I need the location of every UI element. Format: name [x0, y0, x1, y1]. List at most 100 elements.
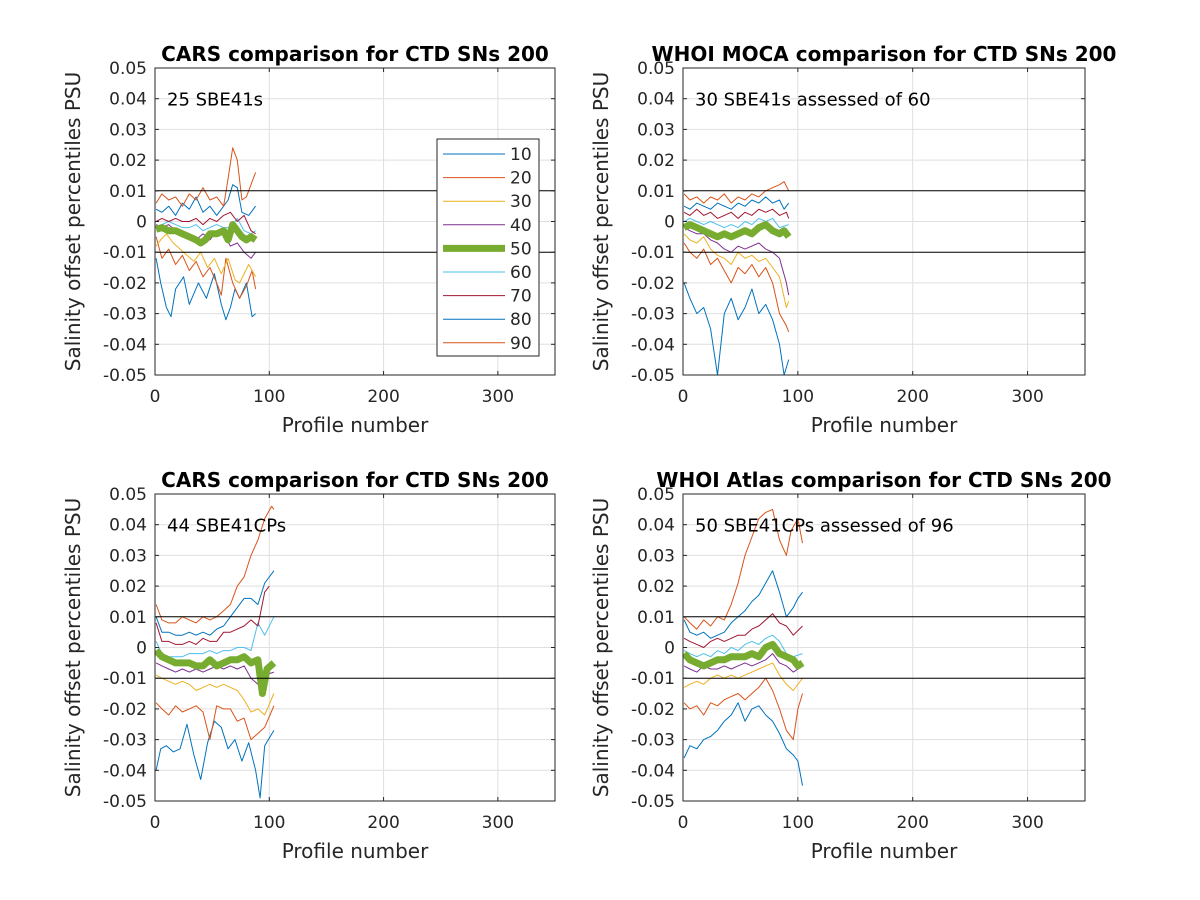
series-line-p50 [683, 640, 805, 670]
y-tick-label: -0.03 [631, 731, 675, 751]
chart-title: WHOI Atlas comparison for CTD SNs 200 [656, 468, 1111, 492]
y-tick-label: -0.02 [631, 700, 675, 720]
y-tick-label: -0.02 [631, 274, 675, 294]
x-tick-label: 100 [253, 813, 285, 833]
y-tick-label: -0.01 [103, 243, 147, 263]
series-line-p20 [155, 702, 275, 741]
y-tick-label: -0.04 [631, 761, 675, 781]
series-group [683, 508, 805, 786]
series-line-p80 [155, 570, 275, 636]
series-line-p80 [683, 196, 790, 210]
x-tick-label: 100 [782, 387, 814, 407]
y-tick-label: 0.05 [637, 59, 675, 79]
legend-label-60: 60 [510, 263, 532, 283]
y-tick-label: -0.01 [631, 243, 675, 263]
series-line-p60 [683, 634, 803, 658]
y-tick-label: -0.02 [103, 700, 147, 720]
series-line-p90 [683, 508, 803, 630]
series-group [155, 505, 277, 799]
y-tick-label: 0.04 [637, 516, 675, 536]
y-tick-label: 0.02 [637, 151, 675, 171]
x-tick-label: 0 [678, 813, 689, 833]
y-tick-label: 0.01 [637, 608, 675, 628]
series-group [155, 147, 258, 321]
chart-panel-4: 0 100 200 300 -0.05 -0.04 -0.03 -0.02 -0.01 0 0.01… [589, 468, 1112, 863]
series-line-p30 [683, 662, 803, 691]
y-tick-label: 0 [664, 213, 675, 233]
y-axis-label: Salinity offset percentiles PSU [61, 72, 85, 371]
series-line-p80 [155, 184, 256, 216]
series-line-p30 [155, 233, 257, 284]
y-tick-label: -0.04 [103, 761, 147, 781]
y-tick-label: 0 [136, 213, 147, 233]
chart-title: WHOI MOCA comparison for CTD SNs 200 [652, 42, 1117, 66]
x-axis-label: Profile number [282, 839, 429, 863]
y-tick-label: 0.03 [637, 120, 675, 140]
y-tick-label: 0.03 [109, 546, 147, 566]
x-tick-label: 200 [896, 387, 928, 407]
series-line-p10 [683, 702, 803, 786]
series-group [683, 181, 792, 375]
y-tick-label: 0.01 [109, 182, 147, 202]
y-tick-label: 0.01 [109, 608, 147, 628]
y-tick-label: -0.03 [631, 305, 675, 325]
annotation-text: 44 SBE41CPs [167, 516, 286, 537]
y-tick-label: -0.02 [103, 274, 147, 294]
y-tick-label: 0.05 [109, 59, 147, 79]
series-line-p70 [683, 208, 790, 219]
x-tick-label: 100 [782, 813, 814, 833]
y-tick-label: 0.02 [109, 151, 147, 171]
y-tick-label: 0.01 [637, 182, 675, 202]
y-tick-label: -0.05 [631, 792, 675, 812]
y-tick-label: -0.05 [103, 366, 147, 386]
y-tick-label: 0.05 [637, 485, 675, 505]
y-tick-label: -0.04 [103, 335, 147, 355]
annotation-text: 30 SBE41s assessed of 60 [695, 90, 931, 111]
chart-panel-2: 0 100 200 300 -0.05 -0.04 -0.03 -0.02 -0.01 0 0.01… [589, 42, 1116, 437]
series-line-p60 [155, 616, 275, 658]
x-tick-label: 200 [367, 387, 399, 407]
y-tick-label: -0.03 [103, 731, 147, 751]
y-axis-label: Salinity offset percentiles PSU [589, 498, 613, 797]
y-tick-label: 0.04 [109, 516, 147, 536]
y-tick-label: 0.05 [109, 485, 147, 505]
x-tick-label: 0 [150, 387, 161, 407]
legend-label-20: 20 [510, 169, 532, 189]
y-tick-label: 0.04 [109, 90, 147, 110]
legend-label-70: 70 [510, 287, 532, 307]
y-tick-label: 0.02 [637, 577, 675, 597]
annotation-text: 50 SBE41CPs assessed of 96 [695, 516, 954, 537]
chart-title: CARS comparison for CTD SNs 200 [161, 42, 549, 66]
legend-label-90: 90 [510, 334, 532, 354]
series-line-p70 [155, 211, 256, 235]
series-line-p20 [155, 236, 257, 299]
legend-label-10: 10 [510, 145, 532, 165]
series-line-p10 [683, 282, 790, 375]
series-line-p70 [155, 585, 270, 645]
x-tick-label: 300 [482, 387, 514, 407]
x-axis-label: Profile number [282, 413, 429, 437]
y-axis-label: Salinity offset percentiles PSU [589, 72, 613, 371]
y-tick-label: 0.03 [109, 120, 147, 140]
x-tick-label: 300 [1011, 387, 1043, 407]
legend-label-40: 40 [510, 216, 532, 236]
annotation-text: 25 SBE41s [167, 90, 263, 111]
series-line-p50 [683, 221, 792, 241]
series-line-p50 [155, 648, 277, 697]
y-tick-label: 0 [136, 639, 147, 659]
x-tick-label: 300 [482, 813, 514, 833]
y-tick-label: 0.02 [109, 577, 147, 597]
series-line-p40 [683, 227, 790, 296]
series-line-p70 [683, 613, 803, 648]
chart-title: CARS comparison for CTD SNs 200 [161, 468, 549, 492]
x-axis-label: Profile number [811, 839, 958, 863]
x-tick-label: 0 [678, 387, 689, 407]
y-tick-label: -0.05 [631, 366, 675, 386]
series-line-p90 [155, 147, 257, 207]
series-line-p90 [683, 181, 790, 204]
x-axis-label: Profile number [811, 413, 958, 437]
y-tick-label: -0.03 [103, 305, 147, 325]
x-tick-label: 0 [150, 813, 161, 833]
legend-label-80: 80 [510, 310, 532, 330]
